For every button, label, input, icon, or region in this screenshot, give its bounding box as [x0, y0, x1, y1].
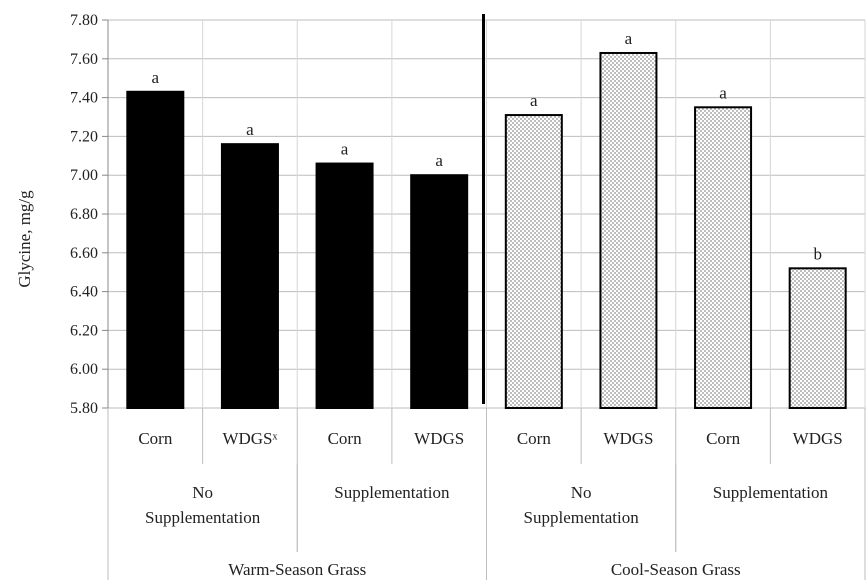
bar: [504, 114, 563, 409]
significance-label: a: [246, 120, 254, 139]
y-tick-label: 5.80: [70, 400, 98, 417]
category-label: Corn: [328, 429, 363, 448]
supplementation-label: Supplementation: [713, 483, 829, 502]
y-tick-label: 6.40: [70, 284, 98, 301]
category-label: WDGS: [414, 429, 464, 448]
significance-label: a: [719, 83, 727, 102]
category-label: WDGS: [793, 429, 843, 448]
y-tick-label: 6.60: [70, 245, 98, 262]
y-tick-label: 7.00: [70, 167, 98, 184]
supplementation-label: No: [571, 483, 592, 502]
supplementation-label: No: [192, 483, 213, 502]
category-label: Corn: [138, 429, 173, 448]
y-tick-label: 6.20: [70, 322, 98, 339]
y-tick-label: 6.80: [70, 206, 98, 223]
significance-label: a: [530, 91, 538, 110]
supplementation-label: Supplementation: [145, 508, 261, 527]
significance-label: b: [813, 244, 822, 263]
significance-label: a: [625, 29, 633, 48]
data-labels: a a a a a a a b: [152, 29, 822, 263]
bar: [694, 106, 753, 410]
bar: [220, 143, 279, 409]
bar: [599, 51, 658, 409]
category-label: WDGSˣ: [222, 429, 277, 448]
grass-type-label: Warm-Season Grass: [228, 560, 366, 579]
significance-label: a: [341, 140, 349, 159]
significance-label: a: [152, 68, 160, 87]
significance-label: a: [435, 151, 443, 170]
bar: [126, 90, 185, 409]
grass-type-label: Cool-Season Grass: [611, 560, 741, 579]
y-tick-label: 7.60: [70, 51, 98, 68]
category-label: Corn: [706, 429, 741, 448]
y-tick-label: 7.20: [70, 128, 98, 145]
supplementation-label: Supplementation: [334, 483, 450, 502]
y-tick-label: 7.40: [70, 90, 98, 107]
y-tick-label: 7.80: [70, 12, 98, 29]
category-label: WDGS: [603, 429, 653, 448]
bar: [315, 162, 374, 409]
y-axis: 5.80 6.00 6.20 6.40 6.60 6.80 7.00 7.20 7.40 7.60…: [70, 12, 109, 417]
y-tick-label: 6.00: [70, 361, 98, 378]
bar: [788, 267, 847, 409]
bar: [410, 174, 469, 409]
supplementation-label: Supplementation: [524, 508, 640, 527]
y-axis-label: Glycine, mg/g: [15, 190, 34, 288]
category-label: Corn: [517, 429, 552, 448]
bars: [126, 14, 847, 410]
category-axis: Corn WDGSˣ Corn WDGS Corn WDGS Corn WDGS No Suppl…: [107, 408, 866, 580]
